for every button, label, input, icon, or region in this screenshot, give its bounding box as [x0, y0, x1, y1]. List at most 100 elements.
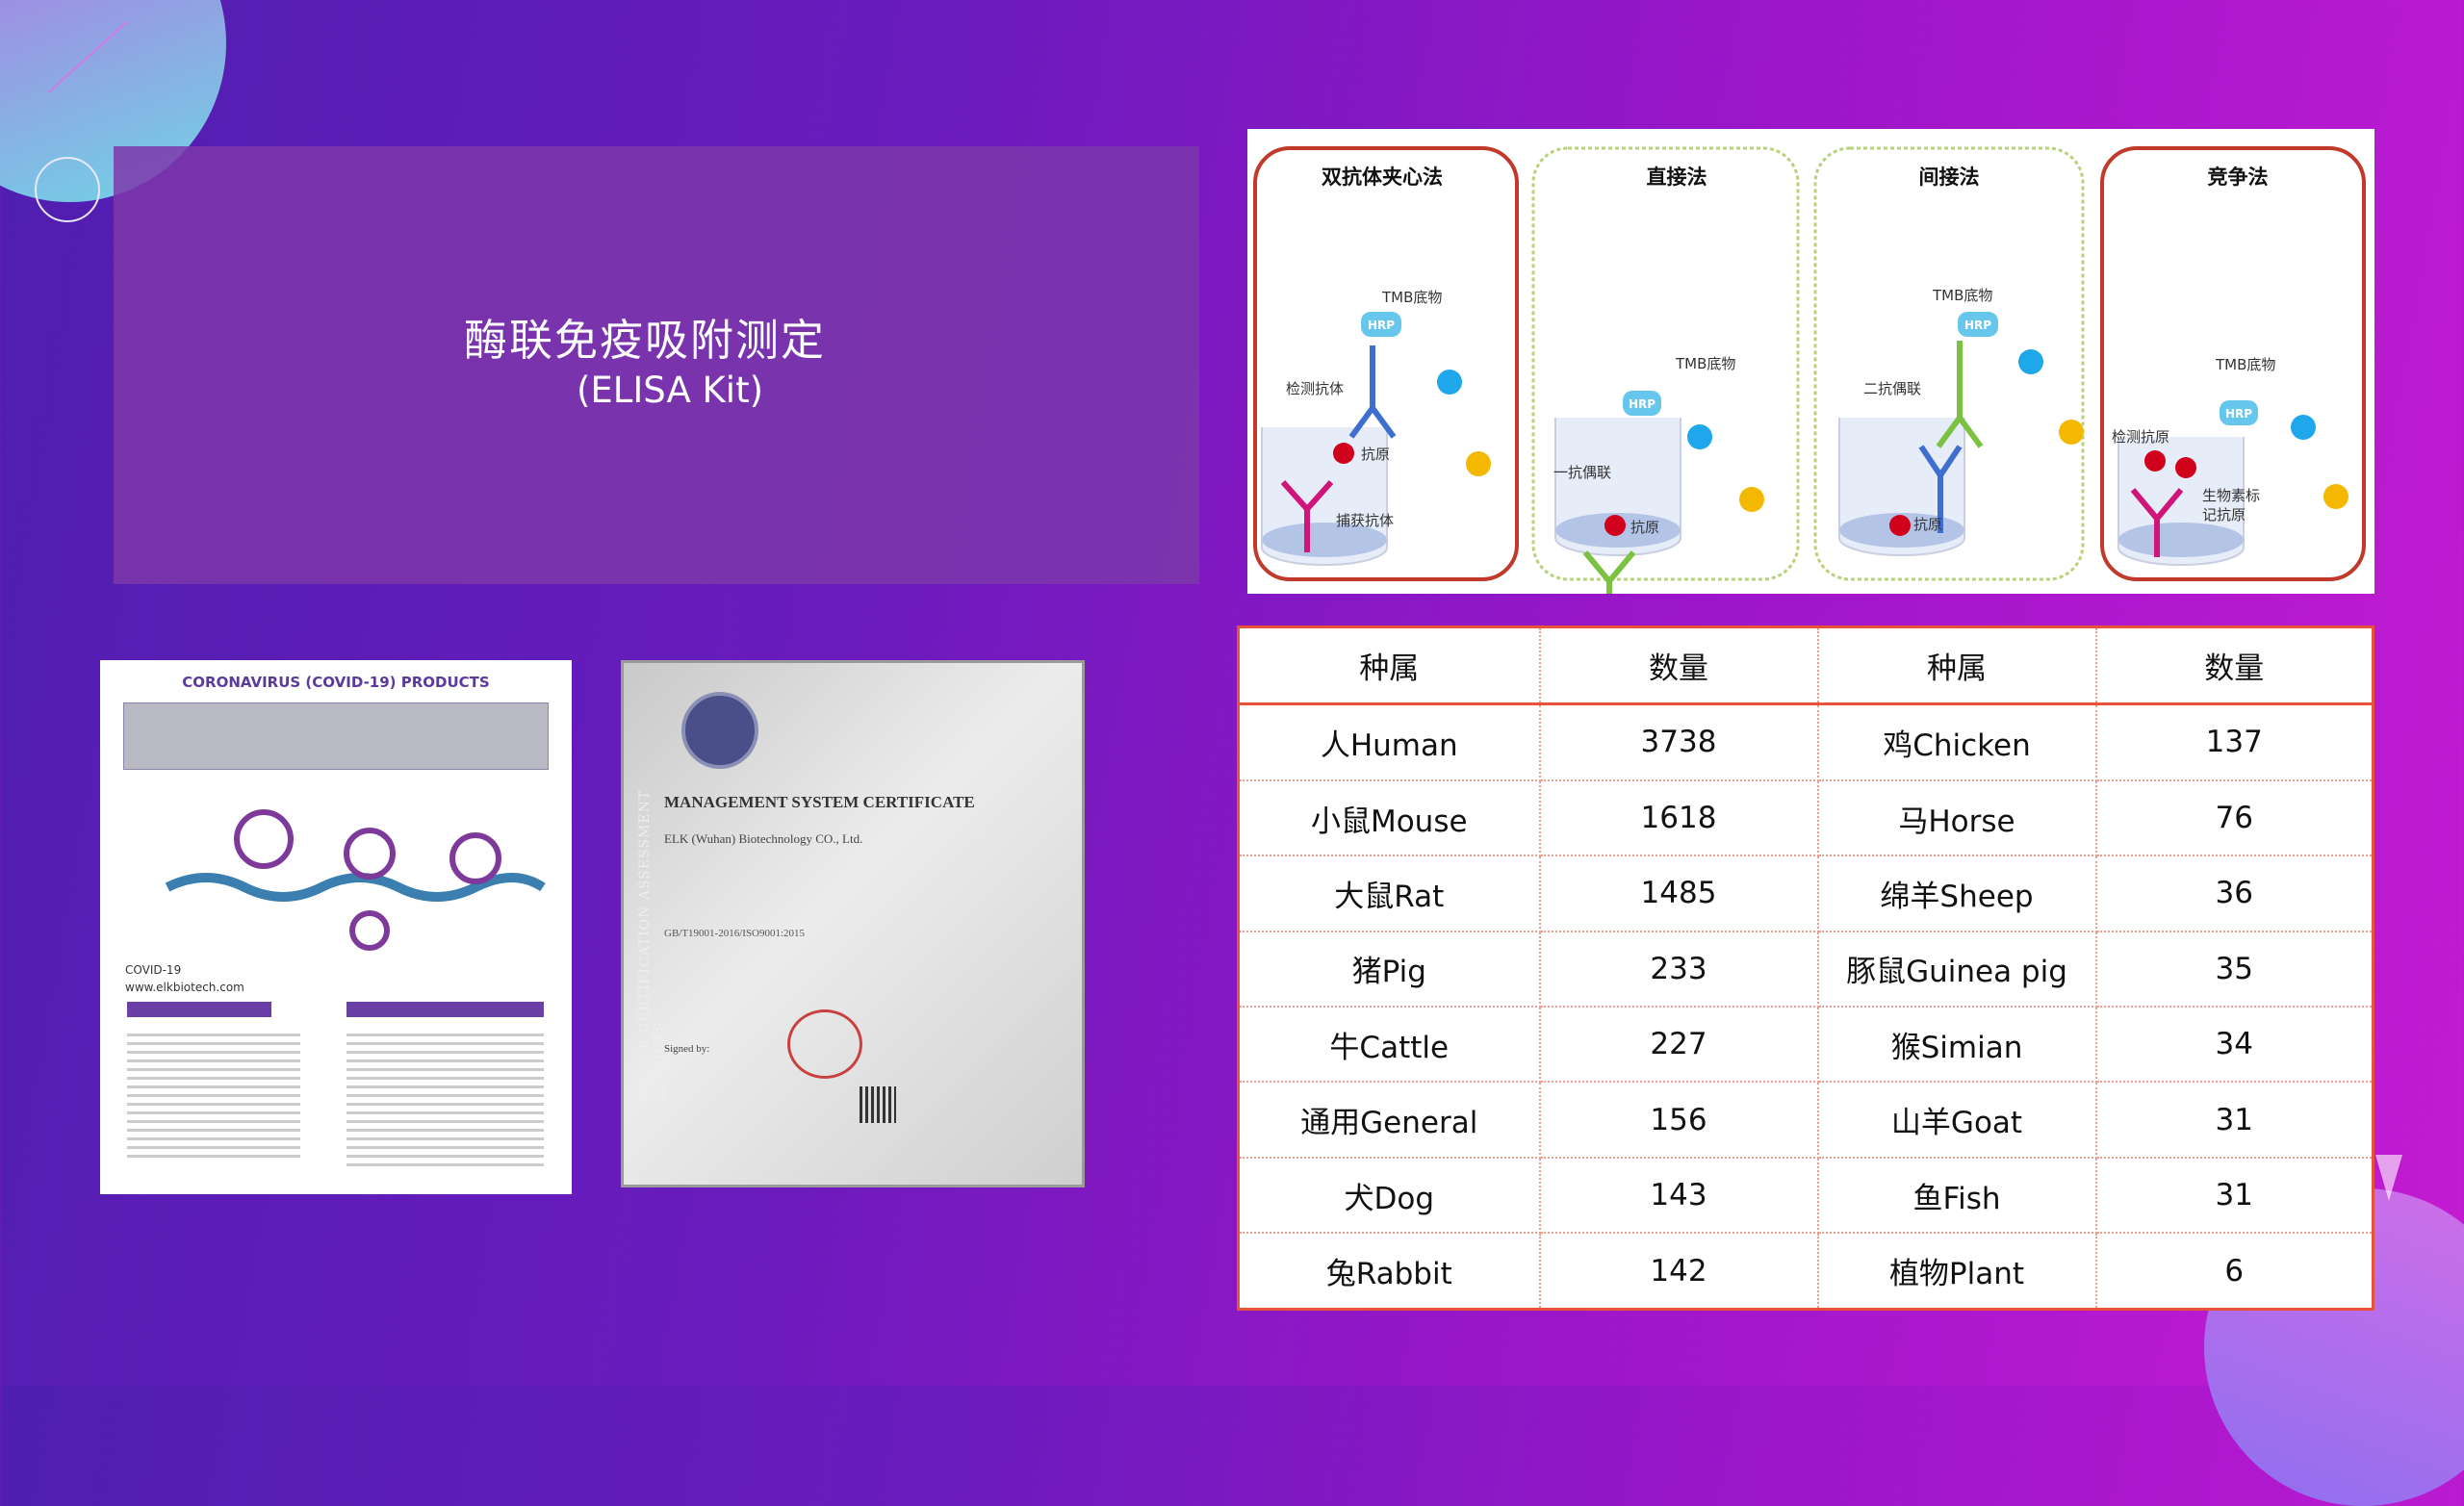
column-header: 种属 — [1238, 626, 1541, 706]
table-row: 牛Cattle 227 猴Simian 34 — [1238, 1007, 2374, 1084]
tmb-label: TMB底物 — [1381, 289, 1442, 306]
table-cell: 豚鼠Guinea pig — [1817, 931, 2097, 1008]
table-cell: 35 — [2095, 931, 2374, 1008]
column-header: 数量 — [1539, 626, 1819, 706]
detect-ag-label: 检测抗原 — [2112, 428, 2169, 446]
page-title: 酶联免疫吸附测定 — [463, 315, 826, 366]
brochure-section-bar — [127, 1002, 271, 1017]
table-cell: 通用General — [1238, 1082, 1541, 1159]
brochure-title: CORONAVIRUS (COVID-19) PRODUCTS — [182, 674, 490, 691]
table-cell: 牛Cattle — [1238, 1007, 1541, 1084]
decorative-triangle — [2375, 1155, 2402, 1201]
table-cell: 植物Plant — [1817, 1233, 2097, 1311]
antigen-label: 抗原 — [1361, 446, 1390, 463]
hrp-label: HRP — [1964, 319, 1991, 332]
table-cell: 31 — [2095, 1082, 2374, 1159]
cert-title: MANAGEMENT SYSTEM CERTIFICATE — [664, 793, 975, 811]
antigen-label: 抗原 — [1630, 519, 1659, 536]
brochure-text-block — [346, 1028, 544, 1172]
method-title: 直接法 — [1647, 166, 1707, 189]
biotin-ag-label: 生物素标 — [2202, 487, 2260, 504]
column-header: 数量 — [2095, 626, 2374, 706]
detect-ab-label: 检测抗体 — [1286, 380, 1344, 397]
covid-products-brochure: CORONAVIRUS (COVID-19) PRODUCTS COVID-19… — [100, 660, 572, 1194]
table-cell: 137 — [2095, 703, 2374, 781]
table-cell: 鸡Chicken — [1817, 703, 2097, 781]
iso-certificate: INGEER CERTIFICATION ASSESSMENT SERVICES… — [621, 660, 1085, 1187]
table-cell: 1618 — [1539, 779, 1819, 857]
table-row: 小鼠Mouse 1618 马Horse 76 — [1238, 779, 2374, 857]
brochure-brand: COVID-19 — [125, 963, 182, 977]
method-title: 竞争法 — [2208, 166, 2269, 189]
hrp-label: HRP — [1368, 319, 1395, 332]
virus-illustration — [165, 809, 546, 951]
table-row: 大鼠Rat 1485 绵羊Sheep 36 — [1238, 855, 2374, 932]
secondary-conj-label: 二抗偶联 — [1863, 380, 1921, 397]
table-cell: 犬Dog — [1238, 1157, 1541, 1235]
table-cell: 小鼠Mouse — [1238, 779, 1541, 857]
table-cell: 142 — [1539, 1233, 1819, 1311]
qr-code-icon — [860, 1086, 896, 1123]
method-title: 双抗体夹心法 — [1322, 166, 1443, 189]
table-cell: 3738 — [1539, 703, 1819, 781]
antigen-icon — [1333, 443, 2196, 536]
table-cell: 猴Simian — [1817, 1007, 2097, 1084]
indirect-panel — [1813, 146, 2085, 581]
red-stamp-icon — [787, 1009, 862, 1079]
cert-standard: GB/T19001-2016/ISO9001:2015 — [664, 928, 806, 939]
table-header-row: 种属 数量 种属 数量 — [1238, 626, 2374, 706]
direct-panel — [1531, 146, 1800, 581]
title-panel: 酶联免疫吸附测定 (ELISA Kit) — [114, 146, 1199, 584]
table-cell: 34 — [2095, 1007, 2374, 1084]
table-row: 猪Pig 233 豚鼠Guinea pig 35 — [1238, 931, 2374, 1008]
primary-conj-label: 一抗偶联 — [1553, 464, 1611, 481]
sandwich-panel — [1253, 146, 1519, 581]
cert-company: ELK (Wuhan) Biotechnology CO., Ltd. — [664, 831, 863, 846]
table-cell: 大鼠Rat — [1238, 855, 1541, 932]
method-title: 间接法 — [1919, 166, 1980, 189]
table-cell: 36 — [2095, 855, 2374, 932]
table-cell: 31 — [2095, 1157, 2374, 1235]
table-cell: 143 — [1539, 1157, 1819, 1235]
antigen-label: 抗原 — [1913, 516, 1942, 533]
table-cell: 山羊Goat — [1817, 1082, 2097, 1159]
brochure-section-bar — [346, 1002, 544, 1017]
biotin-ag-label: 记抗原 — [2202, 506, 2246, 523]
brochure-intro-box — [123, 702, 549, 770]
table-row: 犬Dog 143 鱼Fish 31 — [1238, 1157, 2374, 1235]
brochure-text-block — [127, 1028, 300, 1162]
elisa-methods-diagram: 双抗体夹心法 直接法 间接法 竞争法 HRP HRP HRP HRP TMB底物… — [1247, 129, 2374, 663]
table-cell: 鱼Fish — [1817, 1157, 2097, 1235]
species-count-table: 种属 数量 种属 数量 人Human 3738 鸡Chicken 137 小鼠Mouse… — [1237, 625, 2374, 1311]
column-header: 种属 — [1817, 626, 2097, 706]
capture-ab-label: 捕获抗体 — [1336, 512, 1394, 529]
table-cell: 227 — [1539, 1007, 1819, 1084]
table-row: 兔Rabbit 142 植物Plant 6 — [1238, 1233, 2374, 1311]
antibody-icons — [1280, 341, 2184, 663]
substrate-blue-icon — [1437, 349, 2316, 449]
substrate-yellow-icon — [1466, 420, 2348, 512]
tmb-label: TMB底物 — [1675, 355, 1735, 372]
table-cell: 76 — [2095, 779, 2374, 857]
table-cell: 156 — [1539, 1082, 1819, 1159]
competitive-panel — [2100, 146, 2366, 581]
table-cell: 绵羊Sheep — [1817, 855, 2097, 932]
table-cell: 1485 — [1539, 855, 1819, 932]
decorative-ring — [35, 157, 100, 222]
table-row: 通用General 156 山羊Goat 31 — [1238, 1082, 2374, 1159]
certification-seal-icon — [681, 692, 758, 769]
hrp-label: HRP — [2225, 407, 2252, 421]
table-cell: 6 — [2095, 1233, 2374, 1311]
brochure-url: www.elkbiotech.com — [125, 981, 244, 994]
table-cell: 兔Rabbit — [1238, 1233, 1541, 1311]
table-cell: 人Human — [1238, 703, 1541, 781]
cert-signed: Signed by: — [664, 1043, 710, 1055]
hrp-label: HRP — [1629, 397, 1656, 411]
table-cell: 马Horse — [1817, 779, 2097, 857]
page-subtitle: (ELISA Kit) — [576, 370, 764, 411]
table-cell: 猪Pig — [1238, 931, 1541, 1008]
table-cell: 233 — [1539, 931, 1819, 1008]
hrp-icon — [1361, 312, 2258, 425]
table-row: 人Human 3738 鸡Chicken 137 — [1238, 703, 2374, 781]
tmb-label: TMB底物 — [1932, 287, 1992, 304]
